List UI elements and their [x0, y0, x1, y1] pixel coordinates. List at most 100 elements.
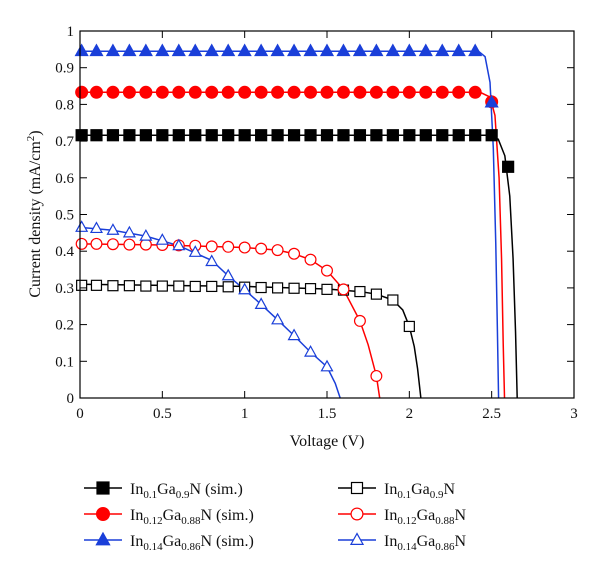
- data-point: [303, 43, 318, 57]
- data-point: [387, 294, 399, 306]
- legend-marker: [95, 507, 110, 522]
- data-point: [502, 160, 515, 173]
- data-point: [336, 85, 350, 99]
- data-point: [419, 129, 432, 142]
- data-point: [222, 281, 234, 293]
- data-point: [403, 129, 416, 142]
- data-point: [155, 233, 169, 245]
- y-axis-label-suffix: ): [27, 130, 44, 135]
- data-point: [254, 297, 268, 310]
- data-point: [287, 328, 301, 341]
- data-point: [321, 264, 334, 277]
- y-tick-label: 0.1: [55, 354, 74, 370]
- data-point: [140, 280, 152, 292]
- data-point: [469, 129, 482, 142]
- data-point: [270, 43, 285, 57]
- data-point: [189, 129, 202, 142]
- data-point: [90, 279, 103, 291]
- legend-label-part: N: [443, 481, 455, 498]
- data-point: [123, 280, 136, 292]
- legend-label-part: Ga: [411, 481, 430, 498]
- data-point: [287, 85, 301, 99]
- legend-label-part: In: [130, 533, 143, 550]
- legend-item: In0.14Ga0.86N (sim.): [84, 531, 254, 553]
- data-point: [402, 43, 417, 57]
- data-point: [321, 283, 333, 295]
- data-point: [106, 85, 120, 99]
- data-point: [238, 241, 251, 254]
- data-point: [76, 279, 88, 291]
- data-point: [452, 129, 465, 142]
- data-point: [238, 282, 252, 295]
- legend-label-subscript: 0.9: [176, 489, 190, 501]
- legend-item: In0.12Ga0.88N (sim.): [84, 507, 254, 527]
- legend-label-subscript: 0.86: [181, 541, 201, 553]
- legend-marker: [349, 532, 365, 545]
- data-point: [122, 225, 136, 238]
- y-tick-label: 0.2: [55, 318, 74, 334]
- data-point: [89, 221, 103, 234]
- series-layer: [80, 50, 518, 398]
- data-point: [221, 43, 236, 57]
- legend: In 0.1 Ga 0.9 N (sim.)In0.12Ga0.88N (sim.) In…: [84, 481, 466, 553]
- legend-label-part: N (sim.): [200, 507, 253, 524]
- data-point: [123, 129, 136, 142]
- data-point: [189, 280, 201, 293]
- data-point: [237, 43, 252, 57]
- legend-item: In0.14Ga0.86N: [338, 532, 466, 553]
- data-point: [320, 359, 334, 372]
- data-point: [320, 85, 334, 99]
- data-point: [288, 282, 300, 294]
- legend-label-subscript: 0.14: [143, 541, 163, 553]
- y-axis-label-sup: 2: [25, 136, 37, 142]
- data-point: [320, 129, 334, 142]
- data-point: [353, 85, 367, 99]
- data-point: [370, 129, 383, 142]
- data-point: [90, 237, 103, 250]
- data-point: [139, 85, 153, 99]
- data-point: [304, 129, 317, 142]
- data-point: [271, 85, 285, 99]
- y-tick-label: 0.8: [55, 97, 74, 113]
- series-line: [80, 243, 381, 398]
- data-point: [255, 242, 268, 255]
- legend-label-part: Ga: [417, 507, 436, 524]
- data-point: [122, 85, 136, 99]
- data-point: [386, 129, 399, 142]
- series-line: [80, 226, 341, 398]
- legend-label-part: In: [384, 507, 397, 524]
- data-point: [436, 129, 449, 142]
- data-point: [419, 85, 433, 99]
- data-point: [452, 85, 466, 99]
- legend-label: In0.12Ga0.88N: [384, 507, 466, 527]
- legend-marker: [96, 481, 110, 495]
- series-line: [80, 134, 518, 398]
- data-point: [75, 129, 88, 142]
- x-tick-label: 2.5: [482, 406, 501, 422]
- data-point: [221, 268, 235, 281]
- data-point: [188, 43, 203, 57]
- legend-label: In0.12Ga0.88N (sim.): [130, 507, 254, 527]
- data-point: [155, 43, 170, 57]
- legend-label-subscript: 0.86: [435, 541, 455, 553]
- data-point: [288, 247, 301, 260]
- legend-item: In0.1Ga0.9N: [338, 481, 455, 501]
- legend-label: In0.14Ga0.86N: [384, 533, 466, 553]
- data-point: [337, 283, 350, 296]
- axis-layer: 0 0.5 1 1.5 2 2.5 3 0 0.1 0.2 0.3 0.4 0.5 0.6 0.7 0.8 0.…: [55, 24, 578, 422]
- data-point: [369, 85, 383, 99]
- y-tick-label: 0.9: [55, 61, 74, 77]
- data-point: [122, 43, 137, 57]
- data-point: [138, 43, 153, 57]
- data-point: [369, 43, 384, 57]
- legend-label-subscript: 0.1: [143, 489, 157, 501]
- x-tick-label: 1: [241, 406, 249, 422]
- data-point: [468, 85, 482, 99]
- data-point: [172, 85, 186, 99]
- data-point: [386, 85, 400, 99]
- y-tick-label: 0.5: [55, 208, 74, 224]
- data-point: [354, 285, 366, 298]
- data-point: [304, 283, 317, 295]
- data-point: [75, 237, 88, 250]
- legend-label-part: In: [384, 533, 397, 550]
